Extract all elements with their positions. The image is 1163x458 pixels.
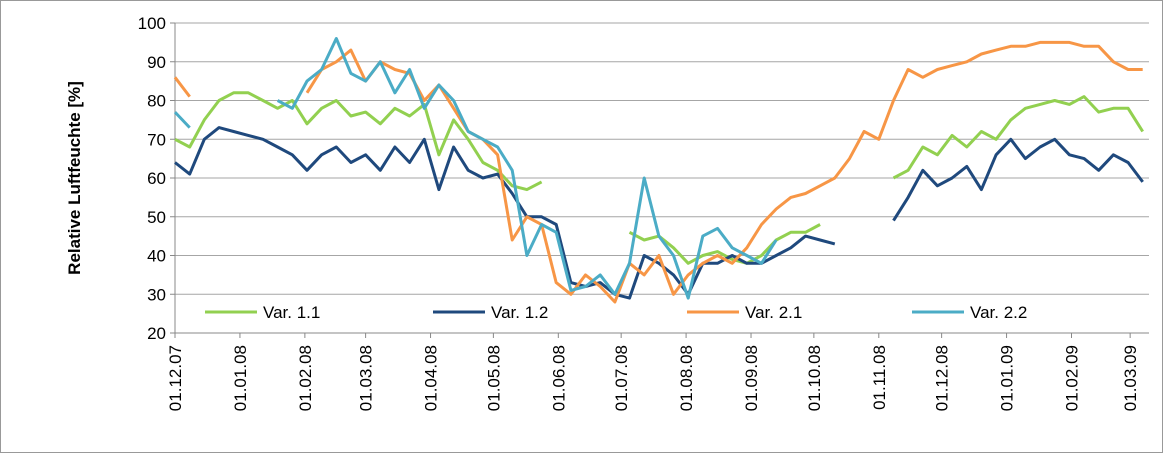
x-tick-label: 01.08.08 [677,345,696,411]
y-tick-label: 90 [147,53,166,72]
x-tick-label: 01.12.08 [933,345,952,411]
y-axis-label: Relative Luftfeuchte [%] [65,81,84,275]
x-tick-label: 01.03.09 [1121,345,1140,411]
legend-box [427,301,597,323]
legend-box [199,301,369,323]
x-tick-label: 01.05.08 [484,345,503,411]
legend-box [906,301,1076,323]
series-line [173,37,778,300]
x-tick-label: 01.12.07 [166,345,185,411]
y-tick-label: 80 [147,92,166,111]
y-tick-label: 100 [138,14,166,33]
x-tick-label: 01.03.08 [357,345,376,411]
x-tick-label: 01.10.08 [805,345,824,411]
y-tick-label: 50 [147,208,166,227]
legend-label: Var. 2.1 [745,303,802,322]
y-tick-label: 30 [147,285,166,304]
x-tick-label: 01.02.08 [296,345,315,411]
y-tick-label: 20 [147,324,166,343]
legend-label: Var. 1.2 [491,303,548,322]
y-tick-label: 60 [147,169,166,188]
series-line [173,40,1143,304]
legend-box [681,301,851,323]
x-tick-label: 01.09.08 [742,345,761,411]
y-tick-label: 40 [147,247,166,266]
x-tick-label: 01.06.08 [549,345,568,411]
x-tick-label: 01.11.08 [870,345,889,410]
x-tick-label: 01.04.08 [422,345,441,411]
x-tick-label: 01.02.09 [1062,345,1081,411]
x-tick-label: 01.01.08 [231,345,250,411]
legend-label: Var. 2.2 [970,303,1027,322]
x-tick-label: 01.07.08 [612,345,631,411]
y-tick-label: 70 [147,130,166,149]
x-tick-label: 01.01.09 [998,345,1017,411]
legend-label: Var. 1.1 [263,303,320,322]
